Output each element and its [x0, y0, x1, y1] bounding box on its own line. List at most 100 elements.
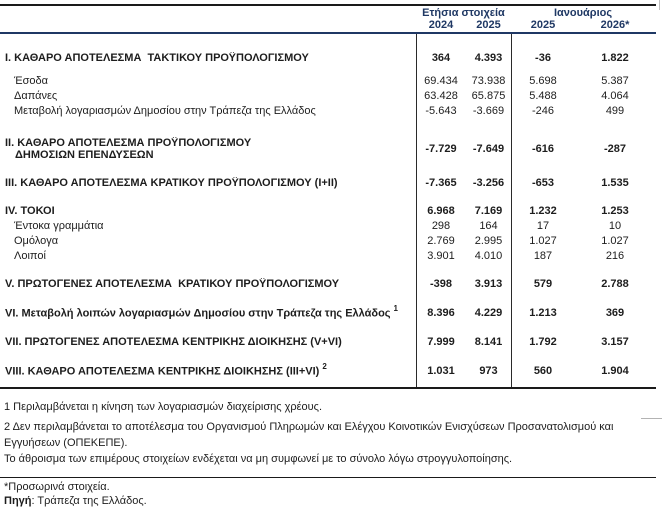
row-label: Ομόλογα: [14, 234, 59, 247]
table-section: Έσοδα 69.434 73.938 5.698 5.387 Δαπάνες 63.428…: [0, 73, 662, 118]
table-top-rule: [0, 4, 656, 6]
value-cell: -36: [535, 51, 551, 64]
row-label: VIII. ΚΑΘΑΡΟ ΑΠΟΤΕΛΕΣΜΑ ΚΕΝΤΡΙΚΗΣ ΔΙΟΙΚΗ…: [5, 363, 327, 378]
value-cell: 1.822: [601, 51, 629, 64]
table-section: V. ΠΡΩΤΟΓΕΝΕΣ ΑΠΟΤΕΛΕΣΜΑ ΚΡΑΤΙΚΟΥ ΠΡΟΫΠΟ…: [0, 276, 662, 291]
table-row: Μεταβολή λογαριασμών Δημοσίου στην Τράπε…: [0, 103, 662, 118]
table-row: VII. ΠΡΩΤΟΓΕΝΕΣ ΑΠΟΤΕΛΕΣΜΑ ΚΕΝΤΡΙΚΗΣ ΔΙΟ…: [0, 334, 662, 349]
label-column-spacer: [0, 19, 416, 31]
row-label: III. ΚΑΘΑΡΟ ΑΠΟΤΕΛΕΣΜΑ ΚΡΑΤΙΚΟΥ ΠΡΟΫΠΟΛΟ…: [5, 176, 338, 189]
value-cell: 8.396: [427, 306, 455, 319]
table-row: Δαπάνες 63.428 65.875 5.488 4.064: [0, 88, 662, 103]
value-cell: -246: [531, 104, 555, 117]
table-section: I. ΚΑΘΑΡΟ ΑΠΟΤΕΛΕΣΜΑ ΤΑΚΤΙΚΟΥ ΠΡΟΫΠΟΛΟΓΙ…: [0, 50, 662, 65]
value-cell: 4.010: [474, 249, 503, 262]
column-divider-middle: [511, 34, 512, 387]
footnote-1: 1 Περιλαμβάνεται η κίνηση των λογαριασμώ…: [4, 401, 323, 413]
value-cell: 63.428: [424, 89, 458, 102]
footnote-reference: 1: [393, 305, 398, 314]
value-cell: 1.232: [529, 204, 557, 217]
table-row: I. ΚΑΘΑΡΟ ΑΠΟΤΕΛΕΣΜΑ ΤΑΚΤΙΚΟΥ ΠΡΟΫΠΟΛΟΓΙ…: [0, 50, 662, 65]
row-label: IV. ΤΟΚΟΙ: [5, 204, 55, 217]
row-label: Έντοκα γραμμάτια: [14, 219, 104, 232]
annual-data-group-label: Ετήσια στοιχεία: [422, 7, 505, 19]
value-cell: 1.031: [427, 364, 455, 377]
column-group-header-row: Ετήσια στοιχεία Ιανουάριος: [0, 7, 655, 19]
row-label: Μεταβολή λογαριασμών Δημοσίου στην Τράπε…: [14, 104, 316, 117]
year-header-2025-jan: 2025: [530, 19, 556, 31]
year-header-2024: 2024: [428, 19, 454, 31]
value-cell: -653: [531, 176, 555, 189]
footnote-reference: 2: [322, 363, 327, 372]
value-cell: 364: [431, 51, 451, 64]
row-label: V. ΠΡΩΤΟΓΕΝΕΣ ΑΠΟΤΕΛΕΣΜΑ ΚΡΑΤΙΚΟΥ ΠΡΟΫΠΟ…: [5, 277, 340, 290]
row-label: VII. ΠΡΩΤΟΓΕΝΕΣ ΑΠΟΤΕΛΕΣΜΑ ΚΕΝΤΡΙΚΗΣ ΔΙΟ…: [5, 335, 342, 348]
source-text: : Τράπεζα της Ελλάδος.: [31, 495, 147, 507]
row-label: Λοιποί: [14, 249, 46, 262]
value-cell: 73.938: [471, 74, 506, 87]
value-cell: 2.995: [474, 234, 503, 247]
value-cell: 3.901: [427, 249, 455, 262]
table-row: II. ΚΑΘΑΡΟ ΑΠΟΤΕΛΕΣΜΑ ΠΡΟΫΠΟΛΟΓΙΣΜΟΥ ΔΗΜΟ…: [0, 134, 662, 164]
value-cell: 973: [479, 364, 498, 377]
value-cell: 7.999: [427, 335, 455, 348]
value-cell: -7.729: [425, 143, 457, 155]
value-cell: 2.788: [601, 277, 629, 290]
row-label: II. ΚΑΘΑΡΟ ΑΠΟΤΕΛΕΣΜΑ ΠΡΟΫΠΟΛΟΓΙΣΜΟΥ ΔΗΜΟ…: [5, 137, 252, 161]
value-cell: 7.169: [474, 204, 503, 217]
table-row: Έσοδα 69.434 73.938 5.698 5.387: [0, 73, 662, 88]
table-row: VIII. ΚΑΘΑΡΟ ΑΠΟΤΕΛΕΣΜΑ ΚΕΝΤΡΙΚΗΣ ΔΙΟΙΚΗ…: [0, 363, 662, 378]
year-header-row: 2024 2025 2025 2026*: [0, 19, 655, 31]
year-header-2026-jan: 2026*: [600, 19, 630, 31]
table-section: II. ΚΑΘΑΡΟ ΑΠΟΤΕΛΕΣΜΑ ΠΡΟΫΠΟΛΟΓΙΣΜΟΥ ΔΗΜΟ…: [0, 134, 662, 164]
january-group-label: Ιανουάριος: [553, 7, 613, 19]
value-cell: 1.213: [529, 306, 557, 319]
value-cell: 8.141: [474, 335, 503, 348]
value-cell: 579: [533, 277, 553, 290]
table-row: Ομόλογα 2.769 2.995 1.027 1.027: [0, 233, 662, 248]
value-cell: -3.256: [472, 176, 505, 189]
row-label: VI. Μεταβολή λοιπών λογαριασμών Δημοσίου…: [5, 305, 398, 320]
table-row: Λοιποί 3.901 4.010 187 216: [0, 248, 662, 263]
rounding-note: Το άθροισμα των επιμέρους στοιχείων ενδέ…: [4, 453, 513, 465]
value-cell: 4.064: [601, 89, 629, 102]
table-section: VII. ΠΡΩΤΟΓΕΝΕΣ ΑΠΟΤΕΛΕΣΜΑ ΚΕΝΤΡΙΚΗΣ ΔΙΟ…: [0, 334, 662, 349]
table-section: VIII. ΚΑΘΑΡΟ ΑΠΟΤΕΛΕΣΜΑ ΚΕΝΤΡΙΚΗΣ ΔΙΟΙΚΗ…: [0, 363, 662, 378]
table-row: VI. Μεταβολή λοιπών λογαριασμών Δημοσίου…: [0, 305, 662, 320]
value-cell: -3.669: [472, 104, 505, 117]
column-divider-left: [416, 34, 417, 387]
footnote-2: 2 Δεν περιλαμβάνεται το αποτέλεσμα του Ο…: [4, 421, 614, 449]
value-cell: 216: [605, 249, 625, 262]
value-cell: 1.027: [529, 234, 557, 247]
value-cell: 65.875: [471, 89, 506, 102]
value-cell: 10: [608, 219, 622, 232]
value-cell: 298: [431, 219, 451, 232]
row-label: Έσοδα: [14, 74, 49, 87]
row-label: Δαπάνες: [14, 89, 58, 102]
value-cell: 3.157: [601, 335, 629, 348]
value-cell: 5.488: [529, 89, 557, 102]
value-cell: -5.643: [425, 104, 457, 117]
header-separator-rule: [0, 32, 656, 34]
value-cell: 5.698: [529, 74, 557, 87]
value-cell: -287: [603, 143, 627, 155]
value-cell: 187: [533, 249, 553, 262]
value-cell: 1.535: [601, 176, 629, 189]
value-cell: -616: [531, 143, 555, 155]
value-cell: 1.253: [601, 204, 629, 217]
value-cell: 1.792: [529, 335, 557, 348]
value-cell: -7.365: [425, 176, 457, 189]
stray-gridline-artifact: [641, 418, 662, 419]
year-header-2025-annual: 2025: [476, 19, 501, 31]
value-cell: 6.968: [427, 204, 455, 217]
source-note: Πηγή: Τράπεζα της Ελλάδος.: [4, 495, 147, 507]
source-label: Πηγή: [4, 495, 32, 507]
value-cell: 4.229: [474, 306, 503, 319]
value-cell: 1.904: [601, 364, 629, 377]
value-cell: 5.387: [601, 74, 629, 87]
value-cell: 1.027: [601, 234, 629, 247]
value-cell: 4.393: [474, 51, 503, 64]
table-body: I. ΚΑΘΑΡΟ ΑΠΟΤΕΛΕΣΜΑ ΤΑΚΤΙΚΟΥ ΠΡΟΫΠΟΛΟΓΙ…: [0, 33, 662, 378]
value-cell: 2.769: [427, 234, 455, 247]
table-section: III. ΚΑΘΑΡΟ ΑΠΟΤΕΛΕΣΜΑ ΚΡΑΤΙΚΟΥ ΠΡΟΫΠΟΛΟ…: [0, 175, 662, 190]
